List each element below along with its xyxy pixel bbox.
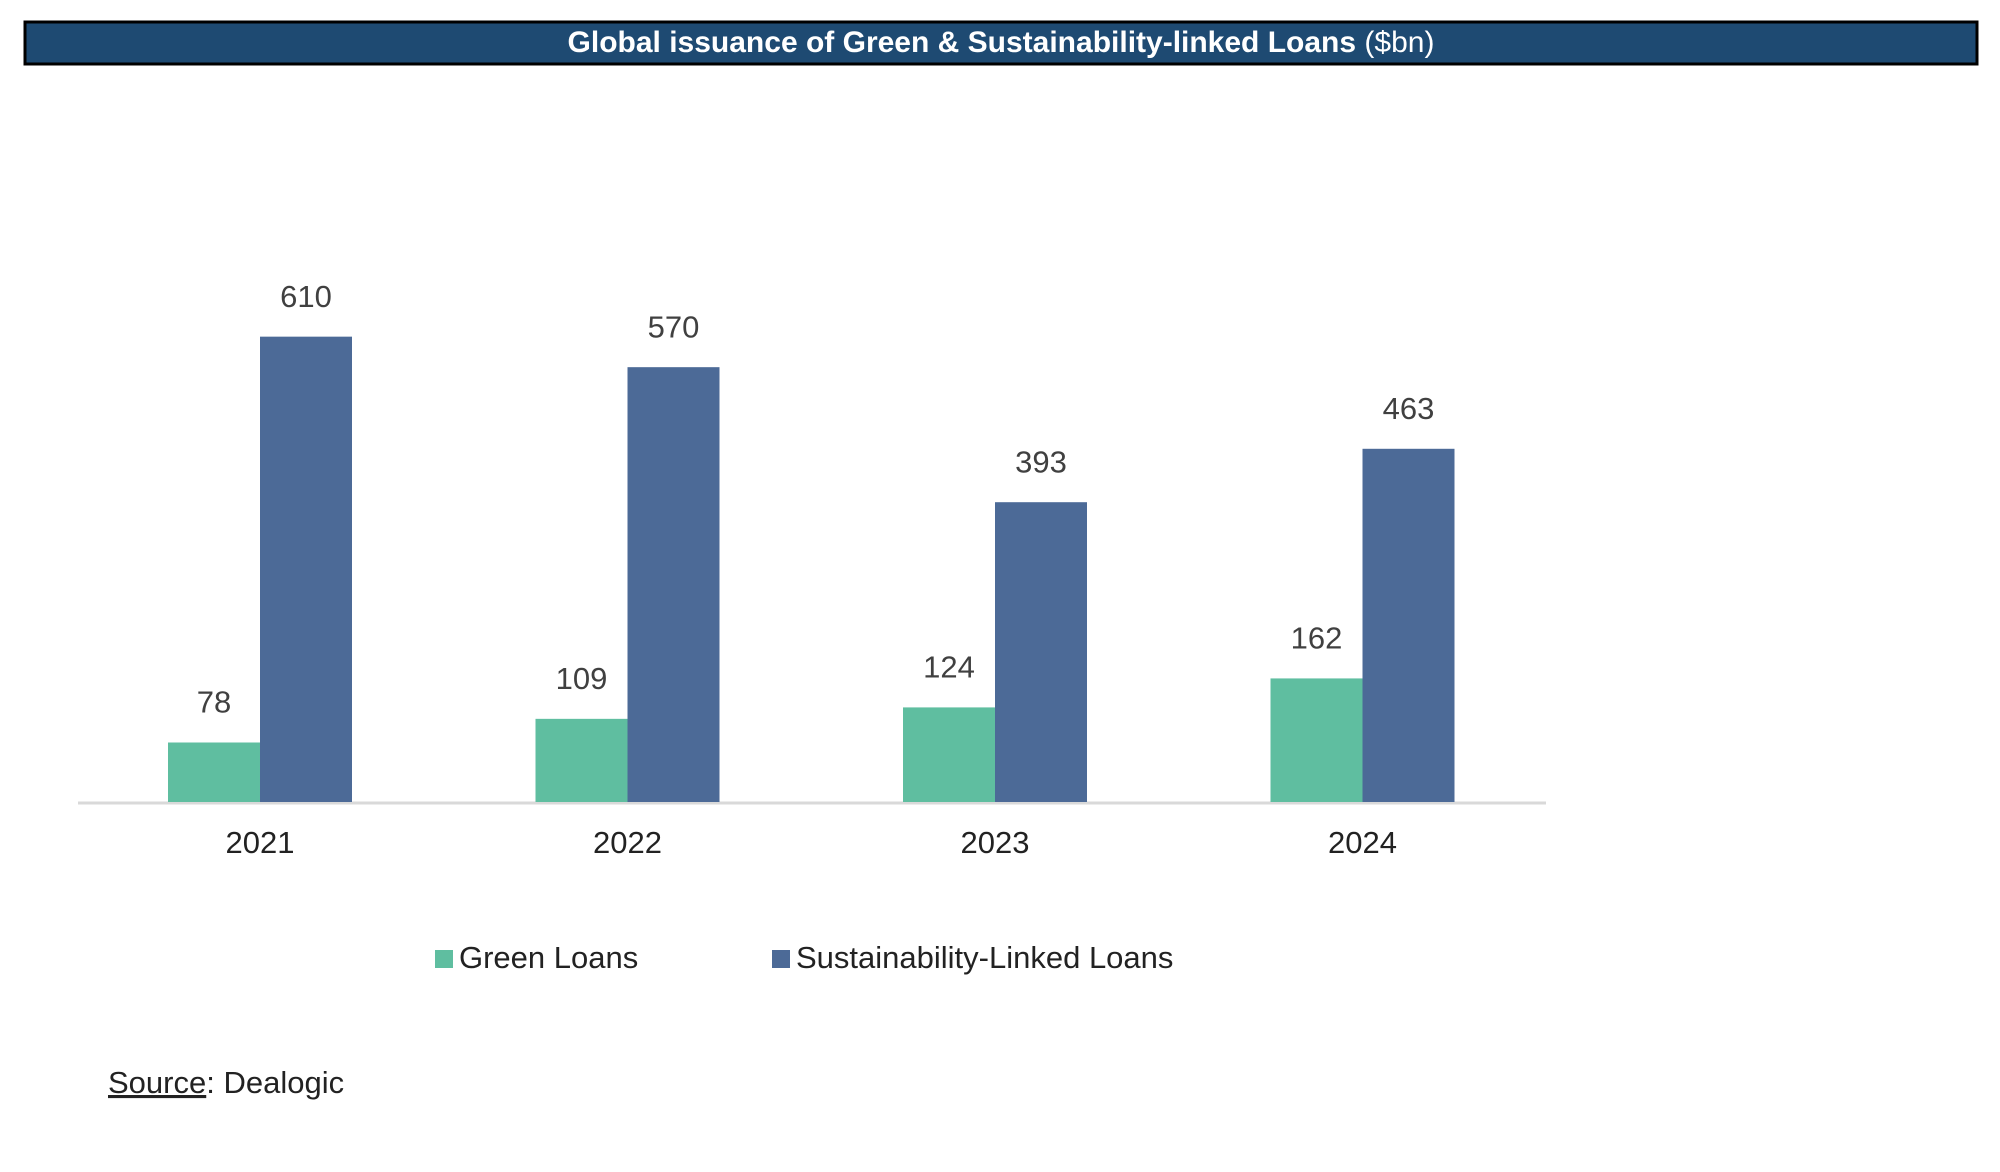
bar bbox=[535, 718, 628, 802]
x-tick-label: 2023 bbox=[961, 825, 1030, 860]
bar bbox=[168, 742, 260, 802]
bar bbox=[903, 707, 995, 802]
data-label: 463 bbox=[1383, 391, 1435, 426]
legend-swatch bbox=[435, 950, 453, 968]
x-tick-label: 2021 bbox=[226, 825, 295, 860]
legend-swatch bbox=[772, 950, 790, 968]
chart-title-group: Global issuance of Green & Sustainabilit… bbox=[568, 26, 1435, 59]
data-label: 162 bbox=[1291, 621, 1343, 656]
data-label: 610 bbox=[280, 279, 332, 314]
chart-title: Global issuance of Green & Sustainabilit… bbox=[568, 26, 1357, 59]
data-label: 109 bbox=[556, 661, 608, 696]
title-bar bbox=[23, 20, 1979, 66]
bar bbox=[627, 367, 720, 802]
data-label: 124 bbox=[923, 650, 975, 685]
data-label: 393 bbox=[1015, 444, 1067, 479]
x-tick-label: 2024 bbox=[1328, 825, 1397, 860]
bar bbox=[1270, 678, 1363, 802]
legend-label: Green Loans bbox=[459, 940, 638, 975]
source-text: : Dealogic bbox=[206, 1065, 344, 1100]
data-label: 570 bbox=[648, 309, 700, 344]
bar bbox=[1362, 448, 1455, 802]
legend-label: Sustainability-Linked Loans bbox=[796, 940, 1173, 975]
bar bbox=[995, 502, 1087, 802]
chart-title-unit: ($bn) bbox=[1364, 26, 1434, 59]
source-note: Source: Dealogic bbox=[108, 1065, 344, 1100]
data-label: 78 bbox=[197, 685, 231, 720]
x-tick-label: 2022 bbox=[593, 825, 662, 860]
bar bbox=[260, 336, 352, 802]
source-label: Source bbox=[108, 1065, 206, 1100]
